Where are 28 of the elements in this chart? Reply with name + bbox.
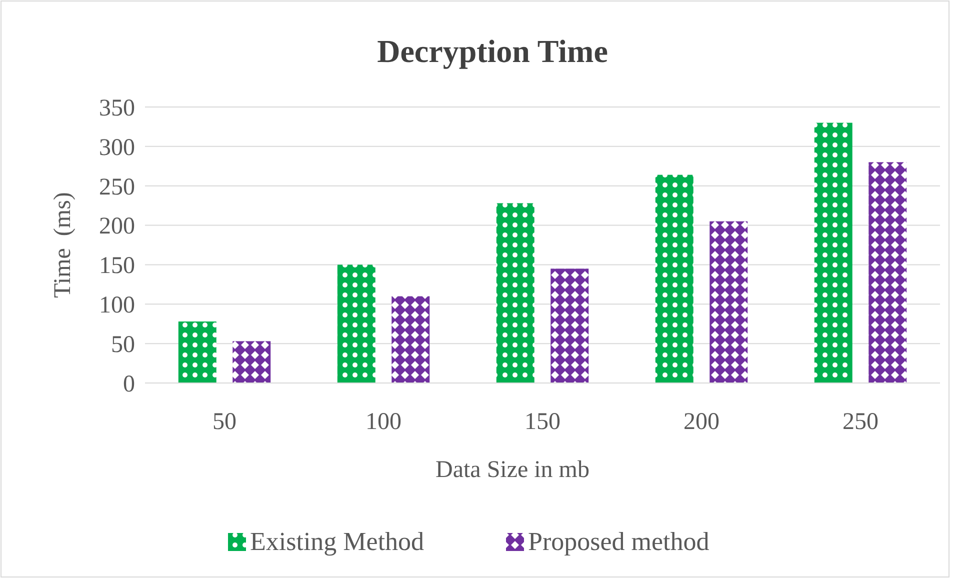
chart-title: Decryption Time: [377, 33, 608, 69]
y-axis-title: Time (ms): [50, 192, 76, 298]
bar: [337, 264, 376, 383]
y-tick-label: 150: [99, 253, 135, 280]
x-tick-label: 100: [366, 409, 402, 435]
x-tick-label: 200: [684, 409, 720, 435]
legend-label: Existing Method: [250, 527, 424, 556]
x-tick-label: 50: [212, 409, 236, 435]
x-tick-label: 250: [842, 409, 878, 435]
bar: [868, 162, 907, 383]
bar: [655, 174, 694, 383]
legend-label: Proposed method: [528, 527, 710, 556]
y-tick-label: 250: [99, 174, 135, 200]
bar: [232, 341, 271, 383]
bar: [178, 321, 216, 383]
x-tick-label: 150: [524, 409, 560, 435]
bar: [392, 296, 430, 383]
bar: [496, 203, 534, 383]
bar: [814, 122, 852, 383]
y-tick-label: 200: [99, 214, 135, 240]
y-tick-label: 100: [99, 292, 135, 319]
bar: [550, 268, 589, 383]
y-tick-label: 350: [99, 95, 135, 122]
y-tick-label: 300: [99, 134, 135, 161]
x-axis-title: Data Size in mb: [436, 457, 590, 483]
y-tick-label: 0: [123, 371, 135, 398]
y-tick-label: 50: [111, 332, 135, 358]
bar: [710, 221, 748, 383]
